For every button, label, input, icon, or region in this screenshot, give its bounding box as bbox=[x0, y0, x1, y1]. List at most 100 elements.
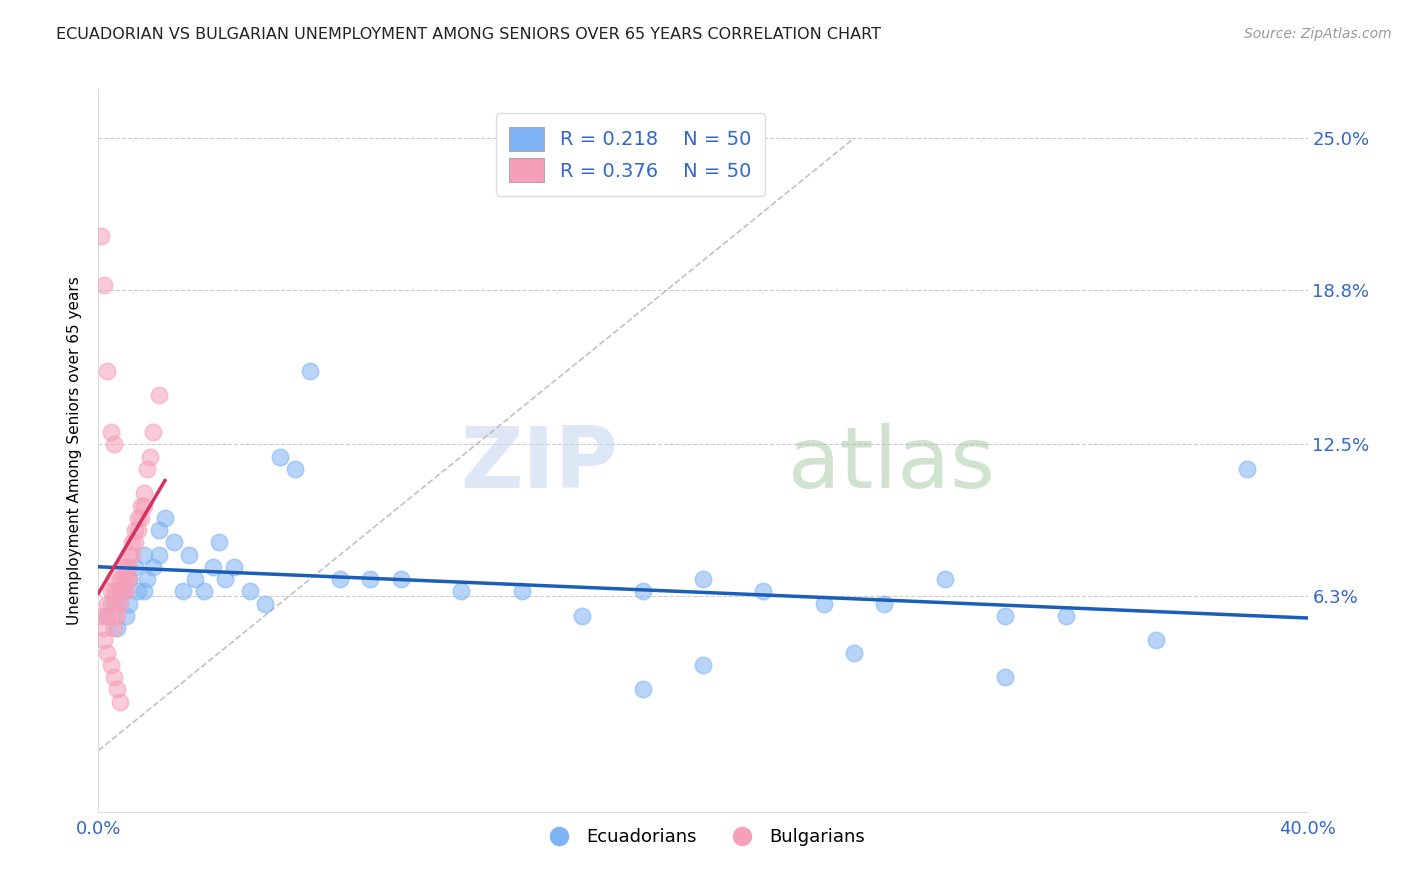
Point bbox=[93, 633, 115, 648]
Point bbox=[100, 657, 122, 672]
Point bbox=[994, 670, 1017, 684]
Point bbox=[132, 486, 155, 500]
Point bbox=[100, 425, 122, 439]
Text: ZIP: ZIP bbox=[461, 424, 619, 507]
Point bbox=[299, 364, 322, 378]
Point bbox=[813, 597, 835, 611]
Point bbox=[127, 523, 149, 537]
Point bbox=[129, 499, 152, 513]
Point bbox=[132, 548, 155, 562]
Point bbox=[100, 597, 122, 611]
Point bbox=[692, 572, 714, 586]
Point bbox=[105, 608, 128, 623]
Point bbox=[692, 657, 714, 672]
Point bbox=[124, 535, 146, 549]
Point bbox=[124, 559, 146, 574]
Point bbox=[124, 523, 146, 537]
Point bbox=[108, 597, 131, 611]
Point bbox=[631, 584, 654, 599]
Legend: Ecuadorians, Bulgarians: Ecuadorians, Bulgarians bbox=[534, 821, 872, 854]
Point bbox=[844, 646, 866, 660]
Point bbox=[752, 584, 775, 599]
Point bbox=[90, 229, 112, 244]
Point bbox=[105, 584, 128, 599]
Point bbox=[129, 511, 152, 525]
Point bbox=[135, 572, 157, 586]
Point bbox=[108, 694, 131, 708]
Point bbox=[90, 608, 112, 623]
Point bbox=[132, 499, 155, 513]
Point bbox=[96, 597, 118, 611]
Point bbox=[994, 608, 1017, 623]
Text: atlas: atlas bbox=[787, 424, 995, 507]
Point bbox=[118, 572, 141, 586]
Point bbox=[284, 462, 307, 476]
Point bbox=[111, 584, 134, 599]
Point bbox=[202, 559, 225, 574]
Point bbox=[253, 597, 276, 611]
Point bbox=[114, 608, 136, 623]
Point bbox=[224, 559, 246, 574]
Point bbox=[111, 572, 134, 586]
Point bbox=[103, 670, 125, 684]
Point bbox=[179, 548, 201, 562]
Point bbox=[121, 535, 143, 549]
Point bbox=[269, 450, 291, 464]
Point bbox=[100, 584, 122, 599]
Text: ECUADORIAN VS BULGARIAN UNEMPLOYMENT AMONG SENIORS OVER 65 YEARS CORRELATION CHA: ECUADORIAN VS BULGARIAN UNEMPLOYMENT AMO… bbox=[56, 27, 882, 42]
Point bbox=[153, 511, 176, 525]
Point bbox=[139, 450, 162, 464]
Point bbox=[114, 584, 136, 599]
Point bbox=[103, 597, 125, 611]
Point bbox=[96, 646, 118, 660]
Point bbox=[118, 597, 141, 611]
Point bbox=[389, 572, 412, 586]
Point bbox=[96, 608, 118, 623]
Point bbox=[135, 462, 157, 476]
Point bbox=[114, 559, 136, 574]
Point bbox=[148, 388, 170, 402]
Point bbox=[114, 572, 136, 586]
Point bbox=[148, 548, 170, 562]
Point bbox=[96, 364, 118, 378]
Point bbox=[132, 584, 155, 599]
Point bbox=[172, 584, 194, 599]
Point bbox=[103, 572, 125, 586]
Point bbox=[142, 425, 165, 439]
Point bbox=[118, 559, 141, 574]
Point bbox=[510, 584, 533, 599]
Point bbox=[184, 572, 207, 586]
Point bbox=[111, 559, 134, 574]
Point bbox=[127, 511, 149, 525]
Point bbox=[105, 682, 128, 697]
Point bbox=[108, 584, 131, 599]
Point bbox=[103, 437, 125, 451]
Point bbox=[1054, 608, 1077, 623]
Point bbox=[111, 584, 134, 599]
Point bbox=[93, 621, 115, 635]
Point bbox=[208, 535, 231, 549]
Point bbox=[93, 278, 115, 293]
Text: Source: ZipAtlas.com: Source: ZipAtlas.com bbox=[1244, 27, 1392, 41]
Point bbox=[934, 572, 956, 586]
Point bbox=[121, 548, 143, 562]
Point bbox=[360, 572, 382, 586]
Point bbox=[329, 572, 352, 586]
Point bbox=[873, 597, 896, 611]
Point bbox=[105, 621, 128, 635]
Point bbox=[118, 572, 141, 586]
Point bbox=[103, 584, 125, 599]
Point bbox=[96, 608, 118, 623]
Point bbox=[118, 548, 141, 562]
Point bbox=[631, 682, 654, 697]
Point bbox=[103, 621, 125, 635]
Point bbox=[163, 535, 186, 549]
Point bbox=[148, 523, 170, 537]
Point bbox=[450, 584, 472, 599]
Point bbox=[214, 572, 236, 586]
Point bbox=[571, 608, 593, 623]
Point bbox=[142, 559, 165, 574]
Point bbox=[239, 584, 262, 599]
Point bbox=[193, 584, 215, 599]
Point bbox=[105, 597, 128, 611]
